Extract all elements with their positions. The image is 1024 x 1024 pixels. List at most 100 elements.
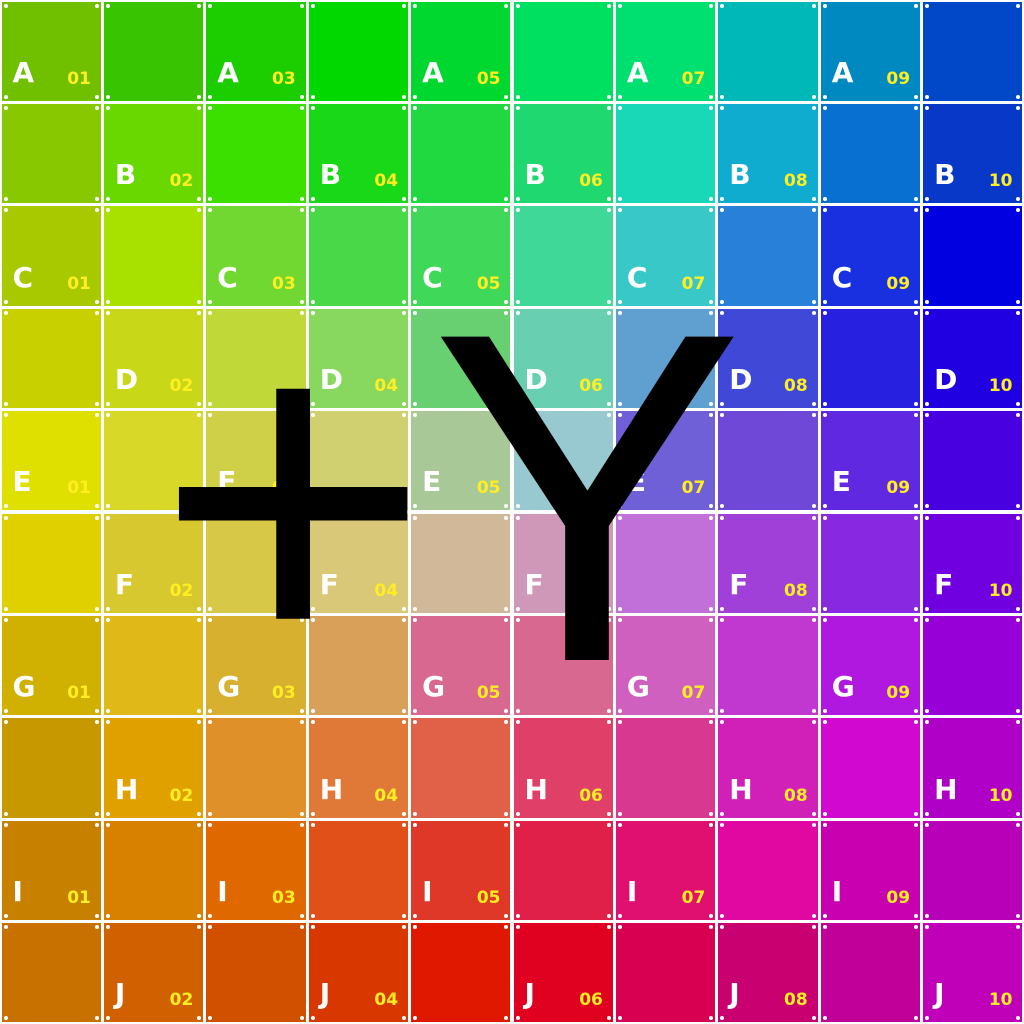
corner-dot bbox=[3, 208, 8, 213]
corner-dot bbox=[504, 606, 509, 611]
corner-dot bbox=[822, 413, 827, 418]
corner-dot bbox=[515, 914, 520, 919]
corner-dot bbox=[617, 720, 622, 725]
column-number: 04 bbox=[374, 171, 399, 192]
column-number: 02 bbox=[169, 376, 194, 397]
row-letter: F bbox=[524, 567, 544, 601]
corner-dot bbox=[105, 105, 110, 110]
corner-dot bbox=[720, 925, 725, 930]
row-letter: G bbox=[626, 670, 650, 704]
corner-dot bbox=[299, 606, 304, 611]
corner-dot bbox=[299, 413, 304, 418]
corner-dot bbox=[504, 914, 509, 919]
row-letter: D bbox=[729, 363, 753, 397]
column-number: 03 bbox=[272, 68, 296, 89]
grid-cell-C10 bbox=[923, 206, 1023, 306]
corner-dot bbox=[914, 925, 919, 930]
corner-dot bbox=[720, 709, 725, 714]
corner-dot bbox=[925, 299, 930, 304]
row-letter: I bbox=[422, 875, 433, 909]
corner-dot bbox=[197, 94, 202, 99]
corner-dot bbox=[914, 504, 919, 509]
row-letter: E bbox=[422, 465, 442, 499]
corner-dot bbox=[914, 617, 919, 622]
corner-dot bbox=[197, 1016, 202, 1021]
corner-dot bbox=[94, 822, 99, 827]
corner-dot bbox=[299, 720, 304, 725]
corner-dot bbox=[1016, 811, 1021, 816]
corner-dot bbox=[504, 822, 509, 827]
corner-dot bbox=[310, 822, 315, 827]
corner-dot bbox=[3, 1016, 8, 1021]
grid-cell-F07 bbox=[615, 513, 716, 613]
corner-dot bbox=[515, 105, 520, 110]
corner-dot bbox=[811, 94, 816, 99]
corner-dot bbox=[3, 402, 8, 407]
corner-dot bbox=[925, 1016, 930, 1021]
corner-dot bbox=[822, 105, 827, 110]
corner-dot bbox=[105, 925, 110, 930]
column-number: 03 bbox=[272, 683, 296, 704]
grid-cell-B05 bbox=[411, 103, 511, 204]
corner-dot bbox=[515, 617, 520, 622]
corner-dot bbox=[709, 299, 714, 304]
corner-dot bbox=[811, 925, 816, 930]
corner-dot bbox=[105, 299, 110, 304]
corner-dot bbox=[504, 310, 509, 315]
corner-dot bbox=[606, 310, 611, 315]
grid-cell-J01 bbox=[1, 923, 101, 1023]
corner-dot bbox=[617, 606, 622, 611]
corner-dot bbox=[413, 208, 418, 213]
corner-dot bbox=[299, 402, 304, 407]
grid-cell-C02 bbox=[103, 206, 204, 306]
column-number: 10 bbox=[988, 785, 1013, 806]
corner-dot bbox=[709, 402, 714, 407]
corner-dot bbox=[822, 1016, 827, 1021]
corner-dot bbox=[208, 709, 213, 714]
row-letter: H bbox=[114, 772, 139, 806]
corner-dot bbox=[617, 914, 622, 919]
grid-cell-A03: A 03 bbox=[206, 1, 306, 101]
grid-cell-G04 bbox=[308, 615, 409, 716]
corner-dot bbox=[504, 197, 509, 202]
row-letter: D bbox=[934, 363, 958, 397]
grid-cell-J02: J 02 bbox=[103, 923, 204, 1023]
corner-dot bbox=[914, 413, 919, 418]
corner-dot bbox=[1016, 3, 1021, 8]
grid-cell-I06 bbox=[513, 820, 613, 921]
corner-dot bbox=[822, 3, 827, 8]
corner-dot bbox=[515, 709, 520, 714]
corner-dot bbox=[617, 105, 622, 110]
corner-dot bbox=[822, 914, 827, 919]
corner-dot bbox=[709, 709, 714, 714]
row-letter: J bbox=[114, 977, 126, 1011]
corner-dot bbox=[402, 197, 407, 202]
grid-cell-B06: B 06 bbox=[513, 103, 613, 204]
corner-dot bbox=[310, 606, 315, 611]
corner-dot bbox=[197, 299, 202, 304]
corner-dot bbox=[606, 709, 611, 714]
corner-dot bbox=[413, 822, 418, 827]
corner-dot bbox=[413, 709, 418, 714]
corner-dot bbox=[925, 822, 930, 827]
corner-dot bbox=[94, 1016, 99, 1021]
grid-cell-F03 bbox=[206, 513, 306, 613]
corner-dot bbox=[208, 310, 213, 315]
corner-dot bbox=[504, 515, 509, 520]
corner-dot bbox=[208, 299, 213, 304]
corner-dot bbox=[94, 617, 99, 622]
corner-dot bbox=[402, 402, 407, 407]
corner-dot bbox=[299, 925, 304, 930]
corner-dot bbox=[822, 709, 827, 714]
grid-cell-A08 bbox=[718, 1, 818, 101]
grid-cell-H04: H 04 bbox=[308, 718, 409, 818]
column-number: 02 bbox=[169, 785, 194, 806]
corner-dot bbox=[606, 617, 611, 622]
row-letter: A bbox=[12, 55, 35, 89]
corner-dot bbox=[720, 822, 725, 827]
corner-dot bbox=[105, 94, 110, 99]
corner-dot bbox=[822, 197, 827, 202]
corner-dot bbox=[822, 504, 827, 509]
corner-dot bbox=[1016, 504, 1021, 509]
corner-dot bbox=[720, 208, 725, 213]
